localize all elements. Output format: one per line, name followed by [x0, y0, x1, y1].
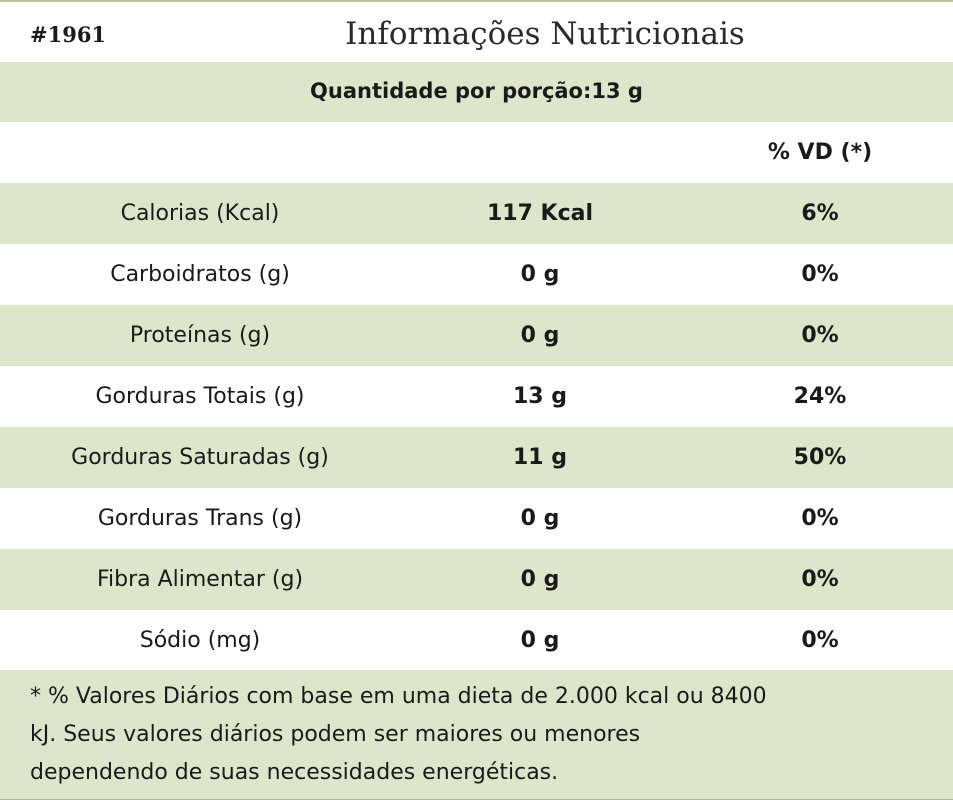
nutrient-amount: 0 g — [520, 628, 560, 653]
title-row: #1961 Informações Nutricionais — [0, 2, 953, 62]
label-title: Informações Nutricionais — [345, 16, 745, 52]
nutrient-daily-value: 0% — [801, 567, 839, 592]
nutrient-amount: 11 g — [512, 445, 568, 470]
table-row: Gorduras Trans (g) 0 g 0% — [0, 488, 953, 549]
nutrient-amount: 0 g — [520, 323, 560, 348]
table-row: Gorduras Totais (g) 13 g 24% — [0, 366, 953, 427]
table-row: Fibra Alimentar (g) 0 g 0% — [0, 549, 953, 610]
nutrient-amount: 117 Kcal — [486, 201, 594, 226]
nutrient-daily-value: 0% — [801, 262, 839, 287]
footnote: * % Valores Diários com base em uma diet… — [30, 678, 930, 792]
nutrient-name: Gorduras Saturadas (g) — [71, 445, 329, 470]
nutrient-daily-value: 50% — [793, 445, 847, 470]
nutrient-name: Sódio (mg) — [139, 628, 261, 653]
footnote-row: * % Valores Diários com base em uma diet… — [0, 670, 953, 799]
footnote-line: kJ. Seus valores diários podem ser maior… — [30, 722, 641, 747]
footnote-line: dependendo de suas necessidades energéti… — [30, 760, 559, 785]
table-row: Sódio (mg) 0 g 0% — [0, 610, 953, 671]
column-header-row: % VD (*) — [0, 122, 953, 183]
nutrient-daily-value: 24% — [793, 384, 847, 409]
table-row: Gorduras Saturadas (g) 11 g 50% — [0, 427, 953, 488]
nutrient-amount: 0 g — [520, 567, 560, 592]
footnote-line: * % Valores Diários com base em uma diet… — [30, 684, 767, 709]
daily-value-header: % VD (*) — [767, 140, 873, 165]
nutrient-amount: 13 g — [512, 384, 568, 409]
nutrient-name: Gorduras Trans (g) — [97, 506, 303, 531]
nutrient-name: Carboidratos (g) — [110, 262, 290, 287]
product-code: #1961 — [30, 22, 107, 47]
nutrient-name: Gorduras Totais (g) — [95, 384, 305, 409]
nutrient-amount: 0 g — [520, 506, 560, 531]
serving-size: Quantidade por porção:13 g — [310, 79, 643, 103]
nutrient-daily-value: 0% — [801, 628, 839, 653]
nutrient-amount: 0 g — [520, 262, 560, 287]
nutrient-daily-value: 6% — [801, 201, 839, 226]
nutrient-name: Proteínas (g) — [129, 323, 271, 348]
nutrient-daily-value: 0% — [801, 506, 839, 531]
nutrient-name: Calorias (Kcal) — [120, 201, 280, 226]
nutrient-daily-value: 0% — [801, 323, 839, 348]
table-row: Proteínas (g) 0 g 0% — [0, 305, 953, 366]
table-row: Carboidratos (g) 0 g 0% — [0, 244, 953, 305]
table-row: Calorias (Kcal) 117 Kcal 6% — [0, 183, 953, 244]
serving-row: Quantidade por porção:13 g — [0, 62, 953, 122]
nutrient-name: Fibra Alimentar (g) — [96, 567, 304, 592]
